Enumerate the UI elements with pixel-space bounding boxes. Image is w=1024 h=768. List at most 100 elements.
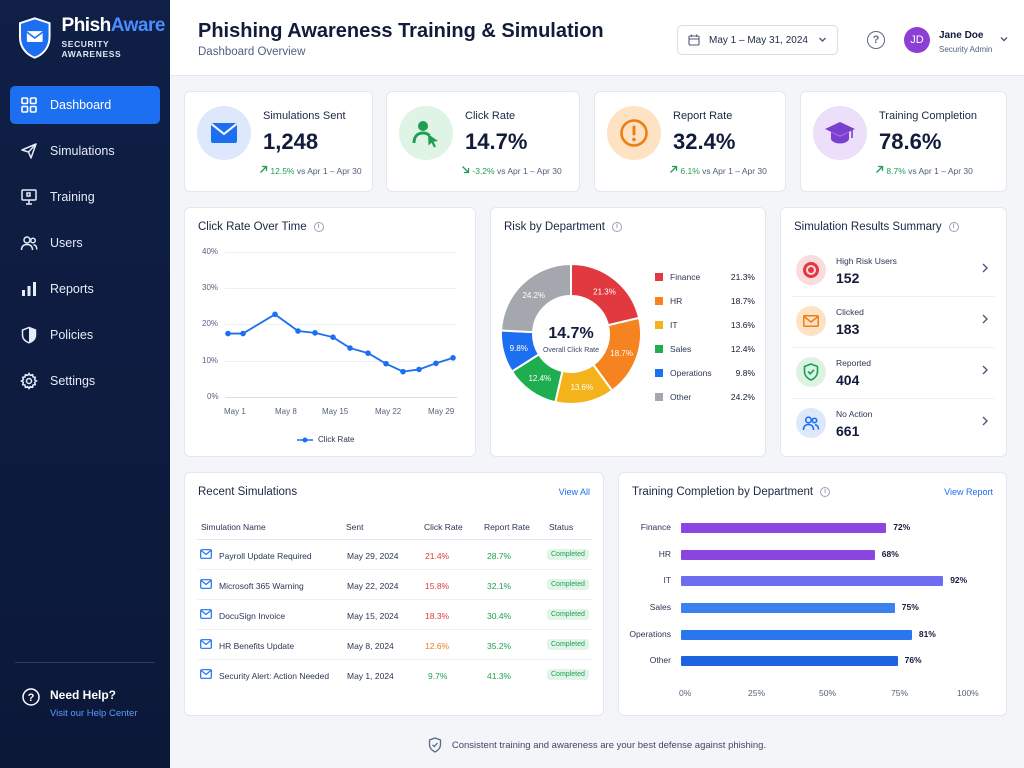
summary-row-reported[interactable]: Reported 404: [791, 348, 995, 399]
completion-bar[interactable]: [681, 603, 895, 613]
data-point[interactable]: [365, 350, 371, 356]
shield-icon: [21, 326, 37, 344]
view-all-link[interactable]: View All: [558, 487, 590, 497]
report-rate-value: 32.1%: [487, 581, 512, 591]
risk-by-department-card: Risk by Department i 21.3% 18.7% 13.6% 12.4%…: [490, 207, 766, 457]
info-icon[interactable]: i: [313, 222, 324, 232]
sidebar-item-users[interactable]: Users: [10, 224, 160, 262]
info-icon[interactable]: i: [820, 487, 831, 497]
chart-legend: Click Rate: [297, 435, 354, 444]
column-header[interactable]: Report Rate: [484, 522, 530, 532]
summary-row-no-action[interactable]: No Action 661: [791, 399, 995, 450]
legend-value: 12.4%: [730, 344, 755, 354]
footer-tip: Consistent training and awareness are yo…: [170, 722, 1024, 768]
data-point[interactable]: [433, 360, 439, 367]
mail-icon: [200, 549, 212, 559]
legend-swatch: [655, 297, 663, 305]
help-center-link[interactable]: Visit our Help Center: [50, 708, 138, 719]
sidebar-item-policies[interactable]: Policies: [10, 316, 160, 354]
kpi-label: Report Rate: [673, 110, 733, 122]
column-header[interactable]: Click Rate: [424, 522, 463, 532]
question-circle-icon: ?: [22, 688, 40, 706]
data-point[interactable]: [295, 328, 301, 334]
view-report-link[interactable]: View Report: [944, 487, 993, 497]
grid-line: [225, 252, 457, 253]
completion-bar[interactable]: [681, 576, 944, 586]
kpi-delta: 8.7% vs Apr 1 – Apr 30: [875, 165, 973, 176]
brand-logo[interactable]: PhishAware SECURITY AWARENESS: [18, 16, 170, 59]
table-row[interactable]: DocuSign Invoice May 15, 2024 18.3% 30.4…: [197, 600, 592, 630]
simulation-summary-card: Simulation Results Summary i High Risk Us…: [780, 207, 1007, 457]
data-point[interactable]: [240, 330, 246, 337]
data-point[interactable]: [312, 330, 318, 336]
data-point[interactable]: [225, 330, 231, 337]
kpi-value: 78.6%: [879, 129, 942, 154]
column-header[interactable]: Status: [549, 522, 574, 532]
avatar[interactable]: JD: [904, 27, 930, 53]
mail-icon: [200, 609, 212, 619]
data-point[interactable]: [400, 368, 406, 375]
summary-label: No Action: [836, 409, 873, 419]
table-row[interactable]: HR Benefits Update May 8, 2024 12.6% 35.…: [197, 630, 592, 660]
data-point[interactable]: [272, 311, 278, 318]
kpi-card-click-rate: Click Rate 14.7% -3.2% vs Apr 1 – Apr 30: [386, 91, 580, 192]
sidebar-item-simulations[interactable]: Simulations: [10, 132, 160, 170]
x-tick-label: 25%: [748, 688, 766, 698]
help-icon[interactable]: ?: [867, 31, 885, 49]
column-header[interactable]: Simulation Name: [201, 522, 266, 532]
sent-date: May 15, 2024: [347, 611, 399, 621]
mail-icon: [803, 315, 819, 327]
table-row[interactable]: Payroll Update Required May 29, 2024 21.…: [197, 540, 592, 570]
shield-check-icon: [428, 737, 442, 753]
sidebar-item-training[interactable]: Training: [10, 178, 160, 216]
completion-bar[interactable]: [681, 550, 875, 560]
donut-center-value: 14.7%: [548, 325, 594, 342]
sidebar-item-dashboard[interactable]: Dashboard: [10, 86, 160, 124]
summary-row-high-risk[interactable]: High Risk Users 152: [791, 246, 995, 297]
table-row[interactable]: Security Alert: Action Needed May 1, 202…: [197, 660, 592, 690]
grid-line: [225, 288, 457, 289]
slice-label: 21.3%: [593, 288, 616, 297]
legend-label: HR: [670, 296, 683, 306]
completion-bar[interactable]: [681, 656, 898, 666]
monitor-icon: [21, 189, 37, 205]
data-point[interactable]: [330, 334, 336, 340]
arrow-up-right-icon: [670, 165, 678, 173]
sidebar-item-settings[interactable]: Settings: [10, 362, 160, 400]
sidebar-item-reports[interactable]: Reports: [10, 270, 160, 308]
footer-text: Consistent training and awareness are yo…: [451, 739, 767, 751]
data-point[interactable]: [450, 355, 456, 361]
shield-mail-icon: [18, 16, 51, 59]
summary-row-clicked[interactable]: Clicked 183: [791, 297, 995, 348]
completion-bar[interactable]: [681, 523, 887, 533]
recent-simulations-card: Recent Simulations View All Simulation N…: [184, 472, 604, 716]
help-section: ? Need Help? Visit our Help Center: [22, 688, 137, 719]
chevron-down-icon[interactable]: [999, 34, 1009, 44]
date-range-picker[interactable]: May 1 – May 31, 2024: [677, 25, 838, 55]
sidebar-item-label: Users: [50, 236, 83, 250]
data-point[interactable]: [383, 360, 389, 367]
simulation-name: HR Benefits Update: [219, 641, 295, 651]
info-icon[interactable]: i: [611, 222, 622, 232]
kpi-icon-bg: [197, 106, 251, 160]
kpi-delta-value: 8.7%: [886, 166, 906, 176]
kpi-compare: vs Apr 1 – Apr 30: [496, 166, 562, 176]
legend-value: 24.2%: [730, 392, 755, 402]
column-header[interactable]: Sent: [346, 522, 364, 532]
sent-date: May 8, 2024: [347, 641, 394, 651]
donut-slice[interactable]: [500, 262, 572, 334]
bar-category-label: Finance: [640, 522, 671, 532]
info-icon[interactable]: i: [948, 222, 959, 232]
slice-label: 13.6%: [570, 383, 593, 392]
bar-category-label: Sales: [649, 602, 671, 612]
completion-bar[interactable]: [681, 630, 912, 640]
card-title: Simulation Results Summary i: [794, 221, 959, 233]
report-rate-value: 28.7%: [487, 551, 512, 561]
data-point[interactable]: [416, 366, 422, 373]
svg-text:?: ?: [28, 692, 35, 704]
data-point[interactable]: [347, 345, 353, 351]
status-badge: Completed: [547, 609, 589, 620]
table-row[interactable]: Microsoft 365 Warning May 22, 2024 15.8%…: [197, 570, 592, 600]
x-tick-label: May 15: [322, 407, 349, 416]
legend-row: Sales 12.4%: [655, 344, 755, 354]
